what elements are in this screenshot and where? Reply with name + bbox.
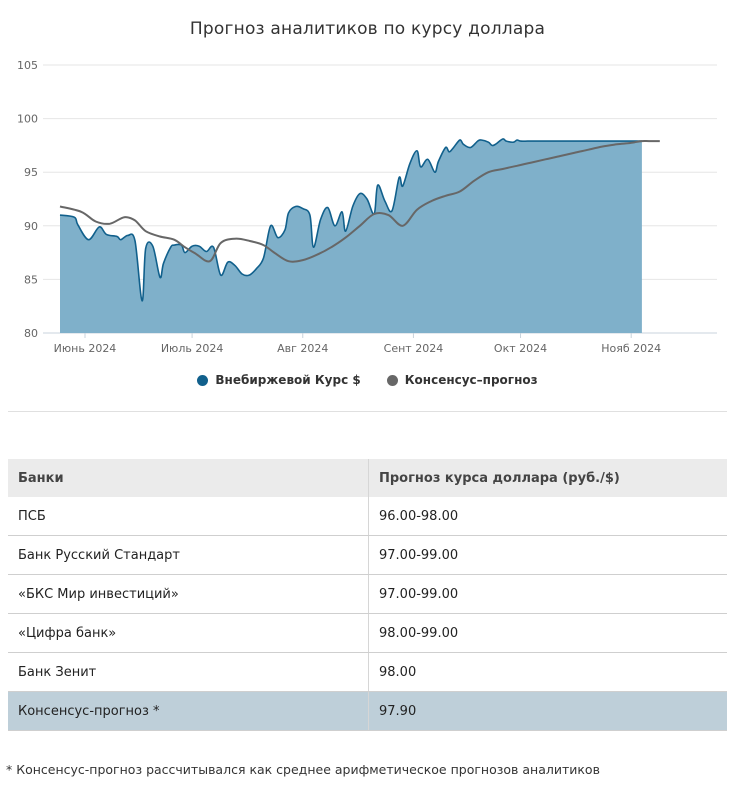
y-tick-label: 95 xyxy=(24,166,38,179)
table-header-row: Банки Прогноз курса доллара (руб./$) xyxy=(8,459,727,497)
divider xyxy=(8,411,727,412)
legend-label-otc-rate: Внебиржевой Курс $ xyxy=(215,373,361,387)
bank-forecast: 97.00-99.00 xyxy=(368,574,727,614)
y-tick-label: 90 xyxy=(24,220,38,233)
x-axis: Июнь 2024 Июль 2024 Авг 2024 Сент 2024 Окт 2… xyxy=(54,333,661,355)
header-banks: Банки xyxy=(8,459,369,497)
forecast-table: Банки Прогноз курса доллара (руб./$) ПСБ… xyxy=(8,459,727,731)
legend-item-otc-rate[interactable]: Внебиржевой Курс $ xyxy=(197,373,361,387)
bank-name: ПСБ xyxy=(8,497,369,536)
y-tick-label: 100 xyxy=(17,113,38,126)
table-row: «БКС Мир инвестиций» 97.00-99.00 xyxy=(8,574,727,614)
header-forecast: Прогноз курса доллара (руб./$) xyxy=(368,459,727,497)
chart-title: Прогноз аналитиков по курсу доллара xyxy=(189,19,546,39)
series-line xyxy=(59,140,660,263)
consensus-value: 97.90 xyxy=(368,691,727,731)
x-tick-label: Июнь 2024 xyxy=(54,342,117,355)
legend-marker-consensus xyxy=(386,374,398,386)
bank-forecast: 98.00 xyxy=(368,652,727,692)
y-tick-label: 105 xyxy=(17,59,38,72)
bank-forecast: 98.00-99.00 xyxy=(368,613,727,653)
bank-name: «Цифра банк» xyxy=(8,613,369,653)
series-area xyxy=(59,138,642,333)
table-row: «Цифра банк» 98.00-99.00 xyxy=(8,613,727,653)
chart: 80 85 90 95 100 105 Июнь 2024 Июль 2024 Авг 202… xyxy=(17,59,717,355)
legend-label-consensus: Консенсус–прогноз xyxy=(404,373,538,387)
bank-name: Банк Зенит xyxy=(8,652,369,692)
area-fill-otc-rate xyxy=(60,138,642,333)
x-tick-label: Авг 2024 xyxy=(277,342,328,355)
y-tick-label: 85 xyxy=(24,273,38,286)
y-axis: 80 85 90 95 100 105 xyxy=(17,59,38,340)
x-tick-label: Июль 2024 xyxy=(161,342,224,355)
legend-marker-otc-rate xyxy=(197,374,209,386)
legend-item-consensus[interactable]: Консенсус–прогноз xyxy=(386,373,538,387)
line-consensus xyxy=(59,140,660,263)
footnote: * Консенсус-прогноз рассчитывался как ср… xyxy=(6,762,600,777)
x-tick-label: Нояб 2024 xyxy=(601,342,661,355)
x-tick-label: Сент 2024 xyxy=(384,342,444,355)
bank-forecast: 97.00-99.00 xyxy=(368,535,727,575)
table-row: Банк Русский Стандарт 97.00-99.00 xyxy=(8,535,727,575)
legend: Внебиржевой Курс $ Консенсус–прогноз xyxy=(0,373,735,387)
line-otc-rate xyxy=(59,138,642,302)
y-tick-label: 80 xyxy=(24,327,38,340)
bank-name: «БКС Мир инвестиций» xyxy=(8,574,369,614)
consensus-label: Консенсус-прогноз * xyxy=(8,691,369,731)
bank-name: Банк Русский Стандарт xyxy=(8,535,369,575)
consensus-row: Консенсус-прогноз * 97.90 xyxy=(8,691,727,731)
x-tick-label: Окт 2024 xyxy=(494,342,547,355)
table-row: ПСБ 96.00-98.00 xyxy=(8,497,727,536)
table-row: Банк Зенит 98.00 xyxy=(8,652,727,692)
bank-forecast: 96.00-98.00 xyxy=(368,497,727,536)
